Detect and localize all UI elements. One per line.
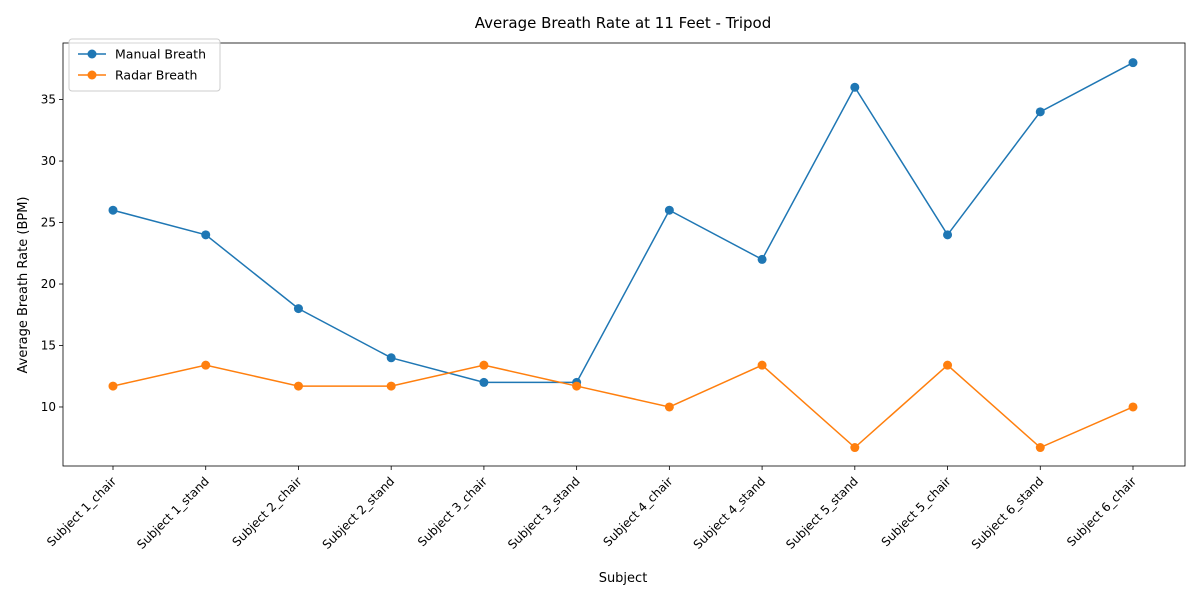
data-point: [943, 230, 953, 240]
x-tick-label: Subject 5_stand: [783, 474, 861, 552]
y-tick-label: 15: [41, 338, 56, 352]
data-point: [850, 82, 860, 92]
x-tick-label: Subject 6_chair: [1064, 474, 1139, 549]
x-tick-label: Subject 6_stand: [969, 474, 1047, 552]
x-tick-label: Subject 2_stand: [320, 474, 398, 552]
data-point: [293, 381, 303, 391]
y-tick-label: 10: [41, 400, 56, 414]
x-tick-label: Subject 3_chair: [415, 474, 490, 549]
data-point: [108, 381, 118, 391]
data-point: [1035, 443, 1045, 453]
data-point: [479, 377, 489, 387]
data-point: [1128, 402, 1138, 412]
data-point: [757, 254, 767, 264]
y-axis-title: Average Breath Rate (BPM): [16, 197, 31, 374]
data-point: [386, 381, 396, 391]
x-tick-label: Subject 4_stand: [691, 474, 769, 552]
data-point: [664, 205, 674, 215]
y-tick-label: 20: [41, 277, 56, 291]
data-point: [757, 360, 767, 370]
data-point: [201, 360, 211, 370]
legend-label-0: Manual Breath: [115, 47, 206, 62]
data-point: [1128, 58, 1138, 68]
data-point: [664, 402, 674, 412]
x-tick-label: Subject 3_stand: [505, 474, 583, 552]
y-tick-label: 35: [41, 93, 56, 107]
data-point: [108, 205, 118, 215]
data-point: [943, 360, 953, 370]
x-tick-label: Subject 1_stand: [134, 474, 212, 552]
legend-marker-0: [87, 49, 97, 59]
y-tick-label: 30: [41, 154, 56, 168]
data-point: [850, 443, 860, 453]
chart-title: Average Breath Rate at 11 Feet - Tripod: [475, 14, 772, 32]
plot-frame: [62, 42, 1186, 467]
x-tick-label: Subject 5_chair: [879, 474, 954, 549]
legend-marker-1: [87, 70, 97, 80]
legend-label-1: Radar Breath: [115, 68, 197, 83]
data-point: [201, 230, 211, 240]
plot-area: 10 15 20 25 30 35 Subject 1_chair Subject 1_sta…: [41, 42, 1186, 552]
data-point: [479, 360, 489, 370]
x-tick-label: Subject 1_chair: [44, 474, 119, 549]
legend-box: [68, 38, 221, 92]
x-tick-label: Subject 4_chair: [600, 474, 675, 549]
data-point: [293, 304, 303, 314]
series-line-0: [112, 62, 1134, 384]
legend: Manual Breath Radar Breath: [68, 38, 221, 92]
data-point: [1035, 107, 1045, 117]
y-tick-label: 25: [41, 216, 56, 230]
series-line-1: [112, 364, 1134, 449]
x-tick-label: Subject 2_chair: [230, 474, 305, 549]
data-point: [572, 381, 582, 391]
data-point: [386, 353, 396, 363]
x-axis-title: Subject: [599, 571, 648, 586]
